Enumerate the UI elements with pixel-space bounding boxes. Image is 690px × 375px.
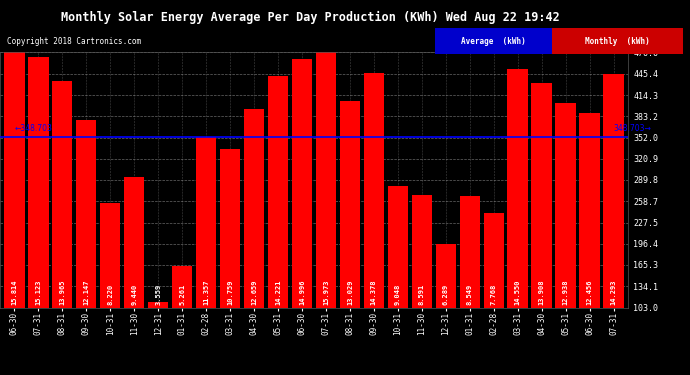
Text: 348.703→: 348.703→ — [613, 124, 651, 133]
Text: Monthly  (kWh): Monthly (kWh) — [585, 37, 650, 46]
Bar — [580, 113, 600, 375]
Text: 13.908: 13.908 — [539, 280, 544, 306]
Bar — [292, 60, 312, 375]
Text: 7.768: 7.768 — [491, 284, 497, 306]
Bar — [124, 177, 144, 375]
Text: Copyright 2018 Cartronics.com: Copyright 2018 Cartronics.com — [7, 38, 141, 46]
Text: 12.147: 12.147 — [83, 280, 89, 306]
Text: 13.965: 13.965 — [59, 280, 66, 306]
Text: 15.123: 15.123 — [35, 280, 41, 306]
Bar — [244, 109, 264, 375]
Text: 5.261: 5.261 — [179, 284, 185, 306]
Bar — [76, 120, 97, 375]
Text: 3.559: 3.559 — [155, 284, 161, 306]
Bar — [4, 42, 25, 375]
Text: 14.378: 14.378 — [371, 280, 377, 306]
Bar — [148, 302, 168, 375]
Text: 8.549: 8.549 — [466, 284, 473, 306]
Text: 11.357: 11.357 — [203, 280, 209, 306]
Bar — [364, 73, 384, 375]
Text: 8.591: 8.591 — [419, 284, 425, 306]
Text: ←348.703: ←348.703 — [14, 124, 52, 133]
Bar — [52, 81, 72, 375]
Bar — [268, 76, 288, 375]
Bar — [388, 186, 408, 375]
Bar — [172, 266, 193, 375]
Bar — [100, 203, 121, 375]
Text: 12.938: 12.938 — [562, 280, 569, 306]
Bar — [555, 103, 575, 375]
Text: 12.456: 12.456 — [586, 280, 593, 306]
Bar — [196, 137, 216, 375]
Text: 9.048: 9.048 — [395, 284, 401, 306]
Text: 14.221: 14.221 — [275, 280, 281, 306]
Text: 13.029: 13.029 — [347, 280, 353, 306]
Text: 14.550: 14.550 — [515, 280, 521, 306]
Bar — [28, 57, 48, 375]
Text: 8.220: 8.220 — [107, 284, 113, 306]
Text: Monthly Solar Energy Average Per Day Production (KWh) Wed Aug 22 19:42: Monthly Solar Energy Average Per Day Pro… — [61, 11, 560, 24]
Text: 14.996: 14.996 — [299, 280, 305, 306]
Text: 14.293: 14.293 — [611, 280, 617, 306]
Text: 6.289: 6.289 — [443, 284, 448, 306]
Bar — [531, 82, 552, 375]
Bar — [507, 69, 528, 375]
Bar — [435, 244, 456, 375]
Bar — [220, 149, 240, 375]
Text: 15.814: 15.814 — [11, 280, 17, 306]
Text: 12.659: 12.659 — [251, 280, 257, 306]
Bar — [603, 74, 624, 375]
Bar — [316, 39, 336, 375]
Text: 9.440: 9.440 — [131, 284, 137, 306]
Bar — [339, 101, 360, 375]
Text: Average  (kWh): Average (kWh) — [461, 37, 526, 46]
Text: 15.973: 15.973 — [323, 280, 329, 306]
Bar — [460, 196, 480, 375]
Bar — [412, 195, 432, 375]
Text: 10.759: 10.759 — [227, 280, 233, 306]
Bar — [484, 213, 504, 375]
